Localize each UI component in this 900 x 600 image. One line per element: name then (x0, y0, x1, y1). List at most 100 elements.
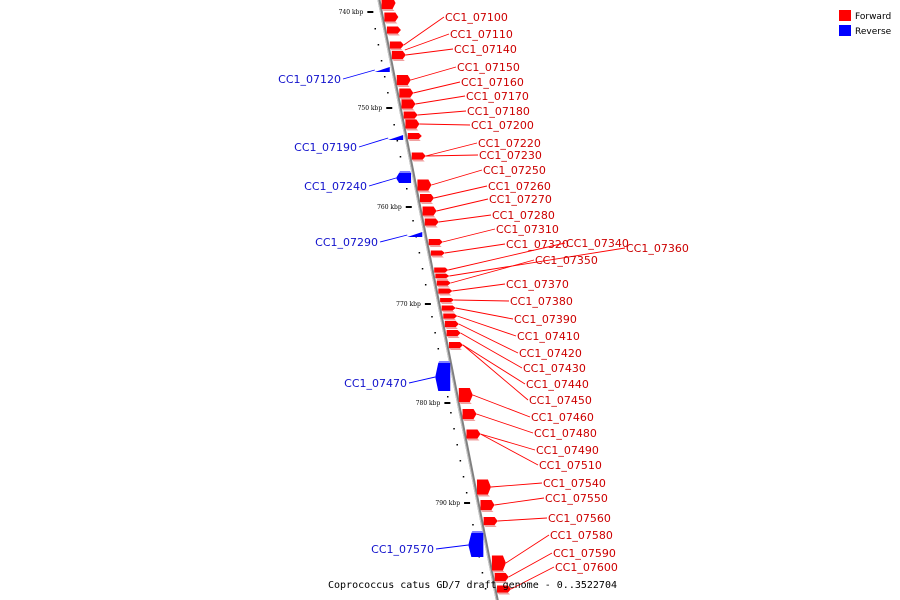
forward-label-leader (448, 242, 566, 271)
forward-gene-shadow (494, 581, 508, 583)
genome-axis-line (377, 0, 499, 600)
scale-minor-tick (456, 444, 458, 446)
legend-forward-swatch (839, 10, 851, 21)
forward-gene-body (443, 313, 458, 319)
forward-gene-shadow (441, 310, 455, 313)
forward-label-leader (415, 95, 466, 105)
forward-label-leader (458, 323, 519, 354)
forward-gene-body (448, 342, 463, 348)
forward-label-leader (431, 169, 483, 186)
reverse-gene-shadow (438, 361, 451, 363)
forward-label-leader (462, 344, 529, 401)
scale-minor-tick (393, 124, 395, 126)
forward-label-leader (505, 534, 550, 564)
scale-minor-tick (462, 476, 465, 478)
forward-gene-label: CC1_07510 (539, 459, 602, 472)
forward-label-leader (413, 81, 461, 94)
forward-gene-shadow (417, 190, 431, 193)
forward-gene-label: CC1_07230 (479, 149, 542, 162)
reverse-gene-body (396, 173, 412, 183)
forward-gene (466, 429, 481, 441)
forward-gene-shadow (466, 438, 480, 441)
forward-gene-body (444, 321, 459, 327)
reverse-gene-body (407, 232, 423, 237)
forward-gene (401, 99, 416, 111)
forward-gene-label: CC1_07110 (450, 28, 513, 41)
forward-gene-body (391, 51, 406, 59)
scale-minor-tick (424, 284, 427, 286)
forward-gene-label: CC1_07380 (510, 295, 573, 308)
scale-tick-label: 760 kbp (377, 204, 402, 211)
forward-gene-label: CC1_07340 (566, 237, 629, 250)
scale-tick-mark (386, 107, 393, 109)
forward-gene-body (407, 133, 422, 139)
scale-tick-mark (367, 11, 374, 13)
forward-gene-label: CC1_07440 (526, 378, 589, 391)
reverse-gene-label: CC1_07190 (294, 141, 357, 154)
reverse-label-leader (342, 69, 375, 80)
forward-label-leader (494, 497, 545, 506)
forward-gene-shadow (405, 128, 419, 131)
forward-gene-label: CC1_07490 (536, 444, 599, 457)
forward-gene-shadow (444, 327, 458, 329)
forward-gene-shadow (436, 285, 450, 288)
forward-gene-body (422, 206, 437, 216)
forward-gene-shadow (422, 215, 436, 218)
gene-features (374, 0, 512, 595)
forward-gene-shadow (448, 348, 462, 350)
forward-gene (419, 194, 434, 204)
reverse-gene-shadow (399, 171, 412, 173)
forward-gene (443, 313, 458, 321)
forward-gene-body (424, 218, 439, 226)
forward-gene-shadow (480, 510, 494, 512)
scale-minor-tick (383, 76, 386, 78)
scale-minor-tick (421, 268, 424, 270)
forward-gene-body (389, 41, 404, 49)
forward-gene-label: CC1_07160 (461, 76, 524, 89)
forward-gene-shadow (419, 202, 433, 204)
legend-reverse-label: Reverse (855, 27, 892, 37)
forward-gene-label: CC1_07310 (496, 223, 559, 236)
forward-gene-label: CC1_07140 (454, 43, 517, 56)
forward-label-leader (405, 48, 454, 56)
forward-gene (476, 479, 491, 497)
forward-gene (444, 321, 459, 329)
forward-gene-body (494, 573, 509, 581)
forward-label-leader (438, 214, 492, 223)
forward-gene-shadow (389, 48, 403, 51)
reverse-gene (374, 67, 390, 72)
scale-tick-mark (424, 303, 431, 305)
scale-minor-tick (431, 316, 433, 318)
forward-label-leader (444, 243, 506, 254)
scale-minor-tick (484, 588, 487, 590)
forward-gene (435, 274, 450, 280)
forward-gene-label: CC1_07170 (466, 90, 529, 103)
reverse-label-leader (358, 137, 389, 148)
forward-gene-label: CC1_07540 (543, 477, 606, 490)
forward-gene-body (483, 517, 498, 525)
forward-gene-shadow (430, 255, 444, 258)
forward-label-leader (480, 433, 536, 451)
forward-gene-shadow (458, 402, 472, 404)
forward-gene-body (458, 388, 473, 402)
scale-minor-tick (446, 396, 449, 398)
forward-gene-body (428, 239, 443, 245)
forward-label-leader (490, 482, 543, 488)
reverse-label-leader (379, 234, 408, 243)
forward-gene-body (435, 274, 450, 278)
forward-gene-label: CC1_07600 (555, 561, 618, 574)
forward-gene-shadow (384, 21, 398, 24)
reverse-gene (468, 531, 484, 557)
forward-gene (441, 305, 456, 313)
forward-gene (480, 500, 495, 512)
scale-tick-mark (444, 402, 451, 404)
forward-gene-body (436, 280, 451, 286)
forward-gene-label: CC1_07260 (488, 180, 551, 193)
forward-gene (430, 250, 445, 258)
forward-label-leader (449, 247, 626, 277)
forward-gene-shadow (462, 419, 476, 421)
scale-minor-tick (406, 188, 408, 190)
genome-axis-layer (377, 0, 499, 600)
scale-tick-label: 740 kbp (339, 9, 364, 16)
forward-gene-shadow (391, 59, 405, 61)
